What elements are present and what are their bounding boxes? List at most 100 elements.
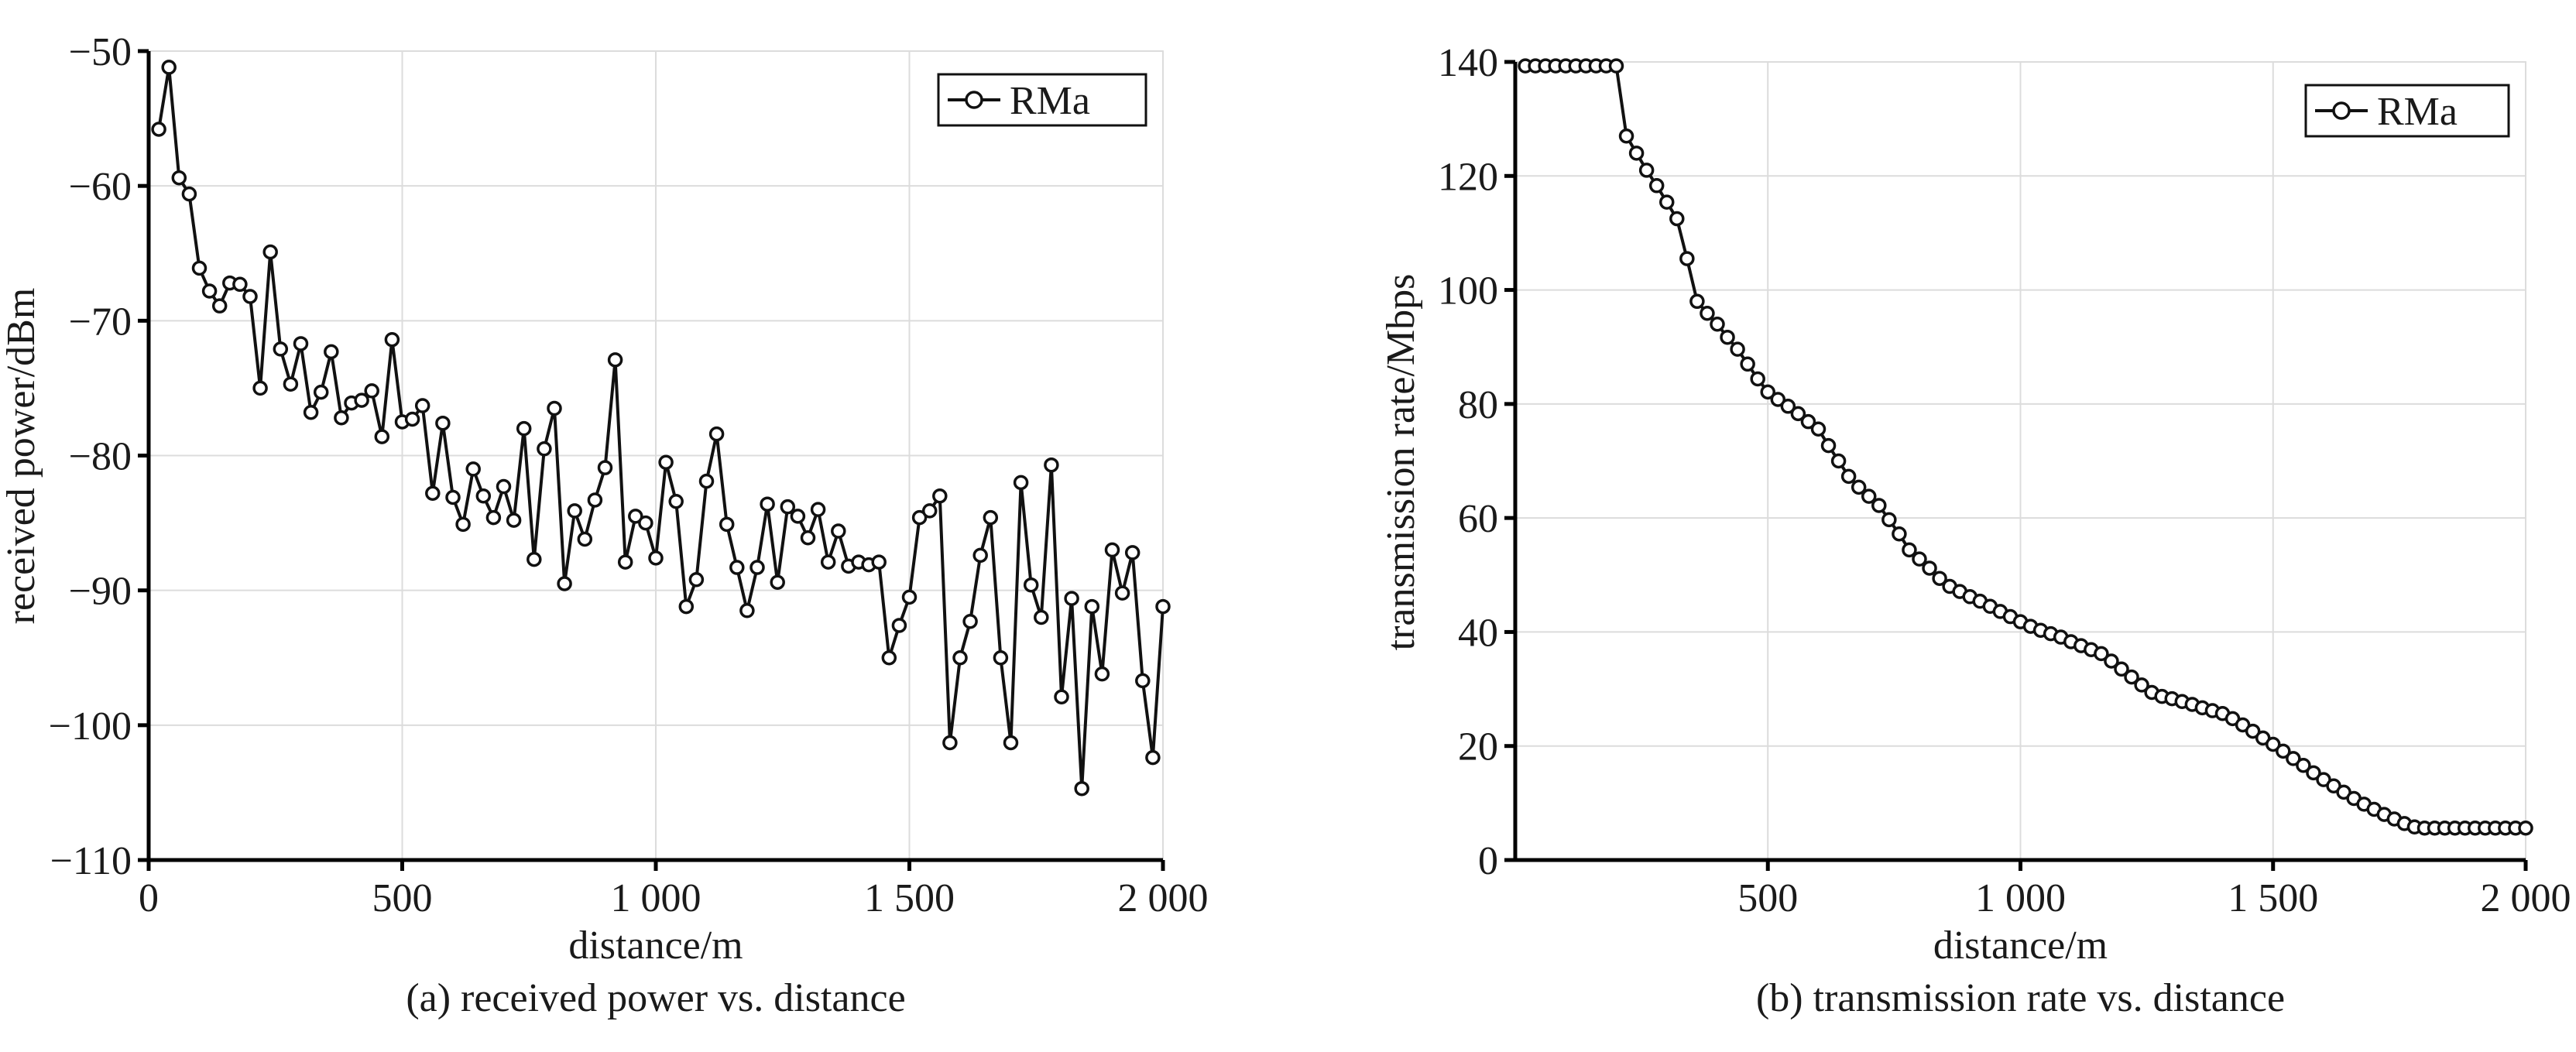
data-point	[1145, 749, 1161, 766]
data-point	[506, 512, 522, 528]
data-point	[607, 352, 623, 368]
x-tick-label: 2 000	[2481, 876, 2571, 920]
data-point	[891, 618, 907, 633]
y-tick-label: 140	[1438, 41, 1498, 85]
data-point	[1155, 598, 1171, 615]
series-line-rma	[1525, 64, 2526, 830]
data-point	[790, 509, 806, 524]
data-point	[1700, 306, 1715, 321]
data-point	[587, 492, 603, 508]
data-point	[1922, 560, 1937, 576]
data-point	[242, 289, 258, 304]
data-point	[2094, 646, 2109, 662]
data-point	[1730, 341, 1745, 357]
data-point	[1659, 194, 1675, 210]
data-point	[516, 420, 532, 437]
x-tick-label: 500	[1737, 876, 1798, 920]
data-point	[1770, 392, 1786, 407]
data-point	[567, 503, 582, 519]
data-point	[1679, 251, 1695, 266]
legend-marker	[965, 91, 983, 109]
data-point	[1074, 780, 1089, 797]
data-point	[911, 509, 928, 526]
data-point	[729, 560, 745, 575]
panel-b: 0 20 40 60 80 100 120 140 500 1 000 1 500 2 000 dist…	[1379, 41, 2571, 1020]
legend-label: RMa	[2377, 90, 2458, 134]
data-point	[577, 531, 593, 547]
data-point	[597, 460, 613, 475]
data-point	[1750, 371, 1765, 387]
data-point	[313, 384, 329, 400]
data-point	[871, 554, 887, 570]
data-point	[374, 429, 390, 444]
data-point	[952, 650, 968, 666]
data-point	[820, 554, 836, 570]
data-point	[617, 554, 633, 570]
data-point	[2266, 736, 2281, 752]
y-tick-label: −70	[69, 300, 132, 344]
data-point	[2134, 677, 2149, 693]
data-point	[1932, 571, 1947, 586]
data-point	[283, 376, 299, 392]
data-point	[2124, 669, 2139, 685]
data-point	[810, 502, 826, 517]
y-tick-label: 0	[1478, 839, 1498, 883]
data-point	[921, 503, 938, 519]
y-tick-label: −50	[69, 30, 132, 74]
data-point	[942, 735, 958, 751]
data-point	[1094, 666, 1110, 682]
data-point	[1851, 479, 1867, 495]
data-point	[191, 260, 208, 276]
data-point	[749, 560, 765, 575]
data-point	[668, 493, 684, 509]
data-point	[770, 574, 785, 590]
data-point	[1720, 329, 1735, 345]
data-point	[1710, 317, 1725, 332]
data-point	[293, 336, 309, 351]
x-tick-label: 1 500	[2228, 876, 2318, 920]
data-point	[1064, 591, 1079, 606]
data-point	[324, 344, 339, 360]
x-tick-label: 2 000	[1118, 876, 1209, 920]
y-tick-label: 80	[1458, 383, 1498, 427]
data-point	[537, 441, 552, 457]
data-point	[2276, 743, 2291, 759]
data-point	[485, 509, 502, 526]
data-point	[475, 488, 492, 504]
data-point	[2306, 765, 2321, 781]
data-point	[2286, 751, 2301, 766]
data-point	[414, 398, 430, 413]
data-point	[628, 509, 643, 524]
data-point	[831, 523, 846, 539]
y-tick-label: 40	[1458, 611, 1498, 655]
y-tick-label: −90	[69, 570, 132, 614]
data-point	[1003, 735, 1019, 751]
data-point	[881, 650, 897, 666]
data-point	[171, 170, 187, 186]
data-point	[161, 60, 177, 75]
data-point	[303, 405, 319, 420]
data-point	[1810, 421, 1827, 437]
data-point	[1023, 577, 1039, 593]
data-point	[2114, 661, 2129, 677]
data-point	[993, 650, 1009, 666]
data-point	[1902, 542, 1917, 558]
data-point	[1054, 689, 1069, 705]
data-point	[1084, 598, 1100, 615]
data-point	[688, 571, 705, 588]
x-axis-title: distance/m	[568, 923, 743, 968]
data-point	[1780, 399, 1796, 414]
y-tick-label: −60	[69, 165, 132, 209]
y-axis-title: received power/dBm	[0, 288, 43, 625]
data-point	[1013, 475, 1029, 491]
y-tick-label: 120	[1438, 155, 1498, 199]
legend-marker	[2332, 101, 2351, 120]
data-point	[547, 400, 562, 416]
data-point	[1881, 512, 1897, 528]
data-point	[527, 551, 542, 567]
data-point	[181, 186, 197, 202]
data-point	[1861, 488, 1877, 504]
data-point	[760, 496, 775, 512]
